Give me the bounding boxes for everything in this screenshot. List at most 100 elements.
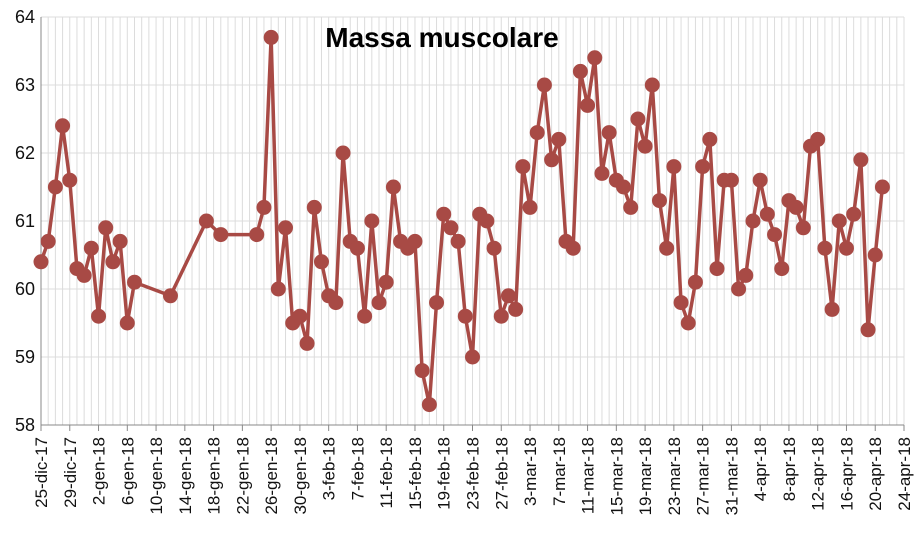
data-point (623, 199, 639, 215)
data-point (378, 274, 394, 290)
data-point (709, 261, 725, 277)
data-point (213, 227, 229, 243)
data-point (572, 63, 588, 79)
y-tick-label: 63 (15, 75, 35, 95)
data-point (795, 220, 811, 236)
y-tick-label: 60 (15, 279, 35, 299)
x-tick-label: 16-apr-18 (837, 437, 856, 511)
data-point (299, 335, 315, 351)
y-tick-labels: 58 59 60 61 62 63 64 (15, 7, 35, 435)
data-point (371, 295, 387, 311)
x-tick-label: 22-gen-18 (233, 437, 252, 515)
data-point (874, 179, 890, 195)
data-point (860, 322, 876, 338)
data-point (594, 165, 610, 181)
data-point (162, 288, 178, 304)
x-tick-label: 18-gen-18 (205, 437, 224, 515)
data-point (47, 179, 63, 195)
data-point (644, 77, 660, 93)
data-point (256, 199, 272, 215)
data-point (508, 301, 524, 317)
x-tick-label: 23-mar-18 (665, 437, 684, 515)
y-tick-label: 62 (15, 143, 35, 163)
x-tick-label: 26-gen-18 (262, 437, 281, 515)
data-point (616, 179, 632, 195)
data-point (522, 199, 538, 215)
x-tick-label: 15-mar-18 (607, 437, 626, 515)
data-point (407, 233, 423, 249)
data-point (278, 220, 294, 236)
x-tick-label: 27-mar-18 (694, 437, 713, 515)
x-tick-label: 31-mar-18 (722, 437, 741, 515)
data-point (580, 97, 596, 113)
data-points (33, 29, 890, 413)
data-point (119, 315, 135, 331)
x-tick-label: 10-gen-18 (147, 437, 166, 515)
data-point (637, 138, 653, 154)
x-tick-label: 25-dic-17 (32, 437, 51, 508)
data-point (249, 227, 265, 243)
data-point (357, 308, 373, 324)
data-point (666, 159, 682, 175)
data-point (673, 295, 689, 311)
data-point (62, 172, 78, 188)
y-tick-label: 64 (15, 7, 35, 27)
data-point (270, 281, 286, 297)
data-point (774, 261, 790, 277)
data-point (551, 131, 567, 147)
x-tick-label: 19-feb-18 (435, 437, 454, 510)
x-tick-labels: 25-dic-17 29-dic-17 2-gen-18 6-gen-18 10-gen… (32, 425, 914, 515)
data-point (601, 125, 617, 141)
data-point (328, 295, 344, 311)
data-point (457, 308, 473, 324)
data-point (659, 240, 675, 256)
data-point (313, 254, 329, 270)
data-point (306, 199, 322, 215)
data-point (565, 240, 581, 256)
data-point (529, 125, 545, 141)
data-point (536, 77, 552, 93)
data-point (867, 247, 883, 263)
x-tick-label: 14-gen-18 (176, 437, 195, 515)
x-tick-label: 24-apr-18 (895, 437, 914, 511)
x-tick-label: 8-apr-18 (780, 437, 799, 501)
x-tick-label: 15-feb-18 (406, 437, 425, 510)
data-point (364, 213, 380, 229)
data-point (853, 152, 869, 168)
data-point (745, 213, 761, 229)
data-point (414, 363, 430, 379)
data-point (40, 233, 56, 249)
data-point (651, 193, 667, 209)
x-tick-label: 27-feb-18 (492, 437, 511, 510)
x-tick-label: 7-feb-18 (348, 437, 367, 500)
x-tick-label: 23-feb-18 (464, 437, 483, 510)
data-point (544, 152, 560, 168)
x-tick-label: 20-apr-18 (866, 437, 885, 511)
x-tick-label: 4-apr-18 (751, 437, 770, 501)
x-tick-label: 7-mar-18 (550, 437, 569, 506)
data-point (421, 397, 437, 413)
data-point (465, 349, 480, 365)
data-point (443, 220, 459, 236)
y-tick-label: 61 (15, 211, 35, 231)
x-tick-label: 11-mar-18 (579, 437, 598, 514)
data-point (105, 254, 121, 270)
data-point (493, 308, 509, 324)
data-point (702, 131, 718, 147)
data-point (831, 213, 847, 229)
chart-title: Massa muscolare (325, 22, 558, 53)
x-tick-label: 6-gen-18 (118, 437, 137, 505)
data-point (846, 206, 862, 222)
data-point (738, 267, 754, 283)
data-point (91, 308, 107, 324)
data-point (429, 295, 445, 311)
data-point (500, 288, 516, 304)
data-point (752, 172, 768, 188)
data-point (759, 206, 775, 222)
data-point (838, 240, 854, 256)
data-point (817, 240, 833, 256)
x-tick-label: 29-dic-17 (61, 437, 80, 508)
data-point (680, 315, 696, 331)
data-point (731, 281, 747, 297)
